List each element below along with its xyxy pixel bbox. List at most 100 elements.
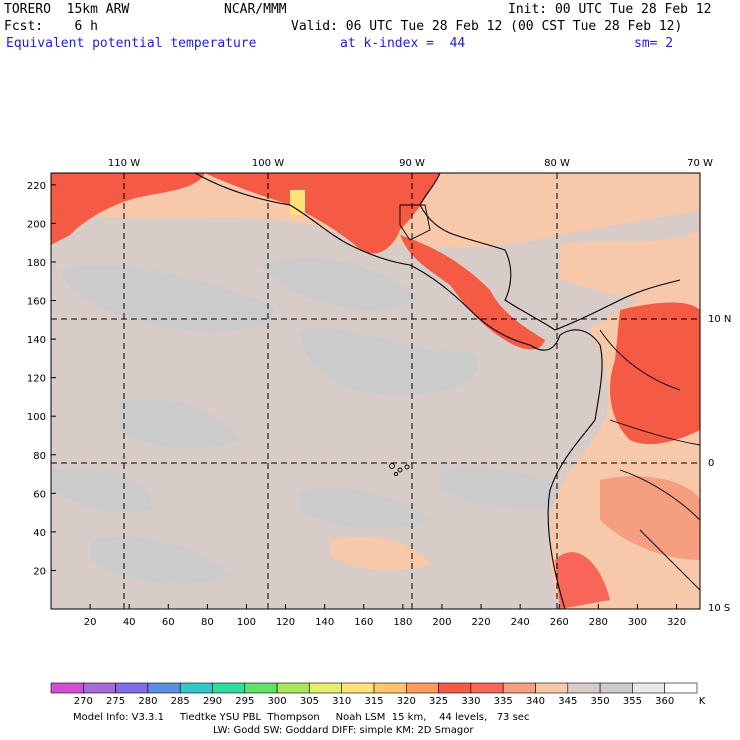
y-tick-label: 160 — [27, 297, 46, 308]
y-tick-label: 60 — [33, 489, 46, 500]
x-tick-label: 320 — [667, 617, 686, 628]
coastline — [194, 173, 603, 609]
y-tick-label: 40 — [33, 528, 46, 539]
colorbar-swatch — [50, 682, 84, 694]
colorbar-swatch — [244, 682, 278, 694]
grey-patch — [90, 536, 230, 584]
hot-region-coast — [205, 173, 440, 254]
smoothing-label: sm= 2 — [634, 36, 674, 51]
lon-label: 90 W — [399, 158, 425, 169]
colorbar-label: 335 — [493, 696, 513, 707]
grey-patch — [300, 487, 430, 529]
model-info: Model Info: V3.3.1 Tiedtke YSU PBL Thomp… — [73, 712, 530, 723]
colorbar-label: 275 — [106, 696, 126, 707]
galapagos-island — [393, 471, 399, 477]
colorbar-swatch — [115, 682, 149, 694]
colorbar-label: 285 — [170, 696, 190, 707]
y-tick-label: 220 — [27, 181, 46, 192]
colorbar-label: 270 — [73, 696, 93, 707]
x-tick-label: 80 — [201, 617, 214, 628]
galapagos-island — [397, 467, 403, 473]
graticule — [51, 173, 700, 609]
hot-region-isthmus — [400, 235, 545, 350]
level-label: at k-index = 44 — [340, 36, 466, 51]
colorbar — [50, 682, 698, 694]
valid-time: Valid: 06 UTC Tue 28 Feb 12 (00 CST Tue … — [291, 19, 683, 34]
colorbar-swatch — [664, 682, 698, 694]
colorbar-label: 310 — [332, 696, 352, 707]
lat-label: 10 S — [708, 603, 730, 614]
colorbar-swatch — [212, 682, 246, 694]
grey-patch — [51, 468, 152, 513]
colorbar-label: 330 — [461, 696, 481, 707]
colorbar-label: 340 — [525, 696, 546, 707]
lon-label: 100 W — [252, 158, 284, 169]
colorbar-label: 325 — [429, 696, 449, 707]
grey-patch — [60, 265, 275, 333]
colorbar-label: 300 — [267, 696, 287, 707]
y-tick-label: 80 — [33, 451, 46, 462]
colorbar-swatch — [502, 682, 536, 694]
y-tick-label: 20 — [33, 566, 46, 577]
colorbar-swatch — [535, 682, 569, 694]
salmon-patch — [560, 230, 700, 303]
grey-patch — [260, 257, 420, 310]
colorbar-swatch — [83, 682, 116, 694]
colorbar-swatch — [341, 682, 375, 694]
colorbar-swatch — [438, 682, 472, 694]
grey-patch — [300, 328, 478, 396]
hot-region-colombia — [610, 302, 700, 445]
colorbar-label: 295 — [235, 696, 255, 707]
x-tick-label: 120 — [276, 617, 295, 628]
x-tick-label: 40 — [123, 617, 136, 628]
colorbar-label: 315 — [364, 696, 384, 707]
lon-label: 70 W — [687, 158, 713, 169]
colorbar-label: 355 — [622, 696, 642, 707]
map-frame — [50, 172, 701, 610]
model-physics: LW: Godd SW: Goddard DIFF: simple KM: 2D… — [213, 725, 474, 736]
country-border — [599, 329, 700, 591]
forecast-hour: Fcst: 6 h — [4, 19, 98, 34]
lon-label: 80 W — [544, 158, 570, 169]
x-tick-label: 140 — [315, 617, 334, 628]
lat-label: 0 — [708, 458, 714, 469]
colorbar-swatch — [599, 682, 633, 694]
y-tick-label: 100 — [27, 412, 46, 423]
colorbar-label: 360 — [655, 696, 675, 707]
x-tick-label: 20 — [84, 617, 97, 628]
colorbar-unit: K — [698, 696, 706, 707]
colorbar-swatch — [632, 682, 666, 694]
colorbar-label: 345 — [558, 696, 578, 707]
x-tick-label: 260 — [550, 617, 569, 628]
galapagos-island — [404, 464, 410, 470]
colorbar-label: 280 — [138, 696, 158, 707]
salmon-patch — [330, 536, 430, 571]
y-tick-label: 120 — [27, 374, 46, 385]
coastline-caribbean — [419, 173, 681, 331]
colorbar-swatch — [309, 682, 342, 694]
map-field — [51, 173, 700, 609]
country-border — [399, 204, 431, 241]
colorbar-label: 350 — [590, 696, 610, 707]
grey-patch — [120, 398, 240, 449]
colorbar-label: 320 — [396, 696, 416, 707]
lon-label: 110 W — [108, 158, 140, 169]
x-tick-label: 160 — [354, 617, 373, 628]
y-tick-label: 180 — [27, 258, 46, 269]
colorbar-swatch — [470, 682, 504, 694]
x-tick-label: 60 — [162, 617, 175, 628]
field-name: Equivalent potential temperature — [6, 36, 257, 51]
lat-label: 10 N — [708, 314, 731, 325]
center-label: NCAR/MMM — [224, 2, 287, 17]
x-tick-label: 240 — [511, 617, 530, 628]
warm-patch — [600, 476, 700, 560]
colorbar-label: 290 — [202, 696, 223, 707]
warm-spot — [290, 190, 305, 215]
model-title: TORERO 15km ARW — [4, 2, 130, 17]
x-tick-label: 100 — [237, 617, 256, 628]
grey-patch — [440, 467, 580, 509]
colorbar-swatch — [179, 682, 213, 694]
colorbar-swatch — [373, 682, 407, 694]
y-tick-label: 200 — [27, 219, 46, 230]
